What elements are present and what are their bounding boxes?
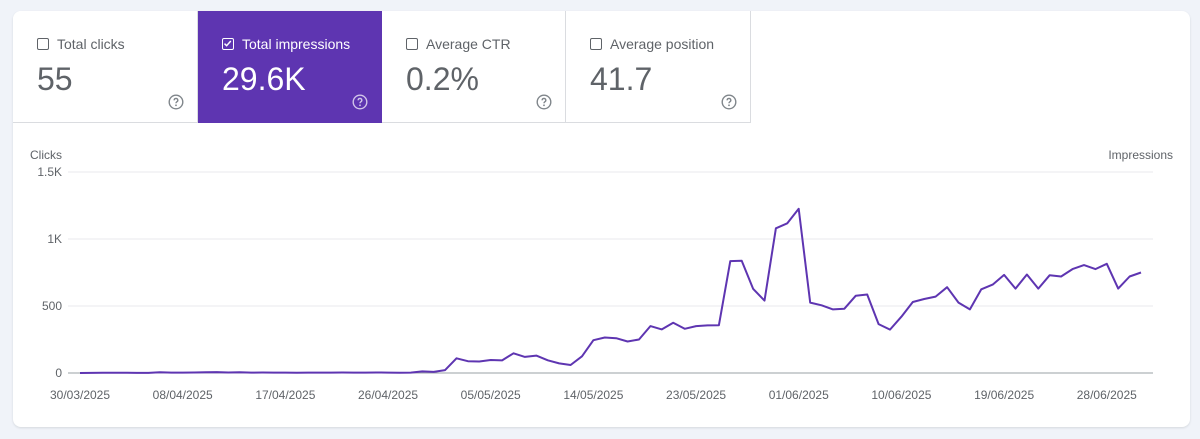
y-tick-label: 0 [55, 366, 62, 380]
performance-chart[interactable]: Clicks Impressions 1.5K 1K 500 0 30/03/2025… [13, 11, 1190, 427]
x-tick-label: 05/05/2025 [461, 388, 521, 402]
x-tick-label: 01/06/2025 [769, 388, 829, 402]
y-tick-label: 1K [47, 232, 62, 246]
help-icon[interactable] [721, 94, 737, 110]
x-tick-label: 14/05/2025 [563, 388, 623, 402]
x-tick-label: 08/04/2025 [153, 388, 213, 402]
metric-total-clicks[interactable]: Total clicks 55 [13, 11, 198, 123]
x-tick-label: 19/06/2025 [974, 388, 1034, 402]
checkbox-icon[interactable] [590, 38, 602, 50]
x-tick-label: 23/05/2025 [666, 388, 726, 402]
metric-value: 41.7 [590, 61, 653, 97]
metric-average-ctr[interactable]: Average CTR 0.2% [382, 11, 566, 123]
help-icon[interactable] [352, 94, 368, 110]
metric-value: 0.2% [406, 61, 479, 97]
x-tick-label: 28/06/2025 [1077, 388, 1137, 402]
help-icon[interactable] [536, 94, 552, 110]
x-tick-label: 17/04/2025 [255, 388, 315, 402]
x-tick-label: 10/06/2025 [871, 388, 931, 402]
checkbox-icon[interactable] [406, 38, 418, 50]
y-tick-label: 1.5K [37, 165, 62, 179]
help-icon[interactable] [168, 94, 184, 110]
metric-label: Total impressions [242, 36, 351, 52]
metric-total-impressions[interactable]: Total impressions 29.6K [198, 11, 382, 123]
performance-card: Total clicks 55 Total impressions 29.6K … [13, 11, 1190, 427]
metric-value: 55 [37, 61, 73, 97]
x-tick-label: 26/04/2025 [358, 388, 418, 402]
checkbox-checked-icon[interactable] [222, 38, 234, 50]
metric-label: Average CTR [426, 36, 511, 52]
checkbox-icon[interactable] [37, 38, 49, 50]
right-axis-title: Impressions [1108, 148, 1173, 162]
metric-value: 29.6K [222, 61, 306, 97]
impressions-series-line[interactable] [79, 207, 1142, 374]
metric-label: Average position [610, 36, 715, 52]
metric-average-position[interactable]: Average position 41.7 [566, 11, 751, 123]
y-tick-label: 500 [42, 299, 62, 313]
x-tick-label: 30/03/2025 [50, 388, 110, 402]
metric-label: Total clicks [57, 36, 125, 52]
left-axis-title: Clicks [30, 148, 62, 162]
